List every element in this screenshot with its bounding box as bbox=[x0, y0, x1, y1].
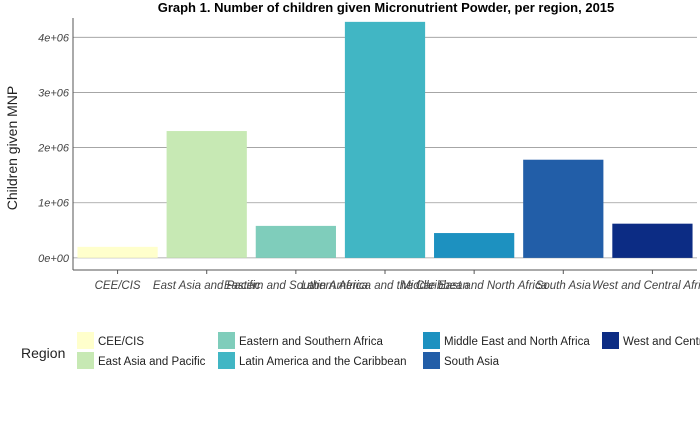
y-tick-label: 0e+00 bbox=[38, 253, 70, 265]
bar bbox=[166, 131, 247, 258]
legend-swatch bbox=[77, 352, 94, 369]
x-tick-label: CEE/CIS bbox=[95, 280, 141, 292]
bar bbox=[344, 21, 426, 258]
legend-swatch bbox=[423, 332, 440, 349]
x-tick-label: West and Central Africa bbox=[592, 280, 700, 292]
y-axis-label: Children given MNP bbox=[4, 86, 20, 211]
chart-title: Graph 1. Number of children given Micron… bbox=[158, 0, 615, 15]
bar bbox=[434, 233, 515, 258]
legend-title: Region bbox=[21, 345, 65, 361]
y-tick-label: 2e+06 bbox=[37, 143, 70, 155]
legend-label: CEE/CIS bbox=[98, 336, 144, 348]
legend-swatch bbox=[218, 352, 235, 369]
legend: Region CEE/CIS East Asia and Pacific Easte… bbox=[21, 332, 700, 369]
legend-label: Middle East and North Africa bbox=[444, 336, 590, 348]
legend-label: East Asia and Pacific bbox=[98, 356, 206, 368]
x-tick-label: South Asia bbox=[536, 280, 591, 292]
y-tick-label: 1e+06 bbox=[38, 198, 70, 210]
x-tick-label: Eastern and Southern Africa bbox=[224, 280, 368, 292]
bars bbox=[77, 21, 693, 258]
bar bbox=[523, 159, 604, 258]
bar bbox=[77, 246, 158, 258]
legend-label: Eastern and Southern Africa bbox=[239, 336, 383, 348]
y-tick-label: 3e+06 bbox=[38, 87, 70, 99]
x-tick-label: Middle East and North Africa bbox=[401, 280, 547, 292]
bar bbox=[612, 223, 693, 258]
legend-swatch bbox=[77, 332, 94, 349]
legend-label: Latin America and the Caribbean bbox=[239, 356, 407, 368]
x-tick-label: East Asia and Pacific bbox=[153, 280, 261, 292]
legend-swatch bbox=[423, 352, 440, 369]
bar bbox=[255, 225, 336, 258]
x-tick-label: Latin America and the Caribbean bbox=[301, 280, 469, 292]
legend-swatch bbox=[218, 332, 235, 349]
legend-swatch bbox=[602, 332, 619, 349]
legend-label: West and Central Africa bbox=[623, 336, 700, 348]
y-tick-label: 4e+06 bbox=[38, 32, 70, 44]
legend-label: South Asia bbox=[444, 356, 500, 368]
